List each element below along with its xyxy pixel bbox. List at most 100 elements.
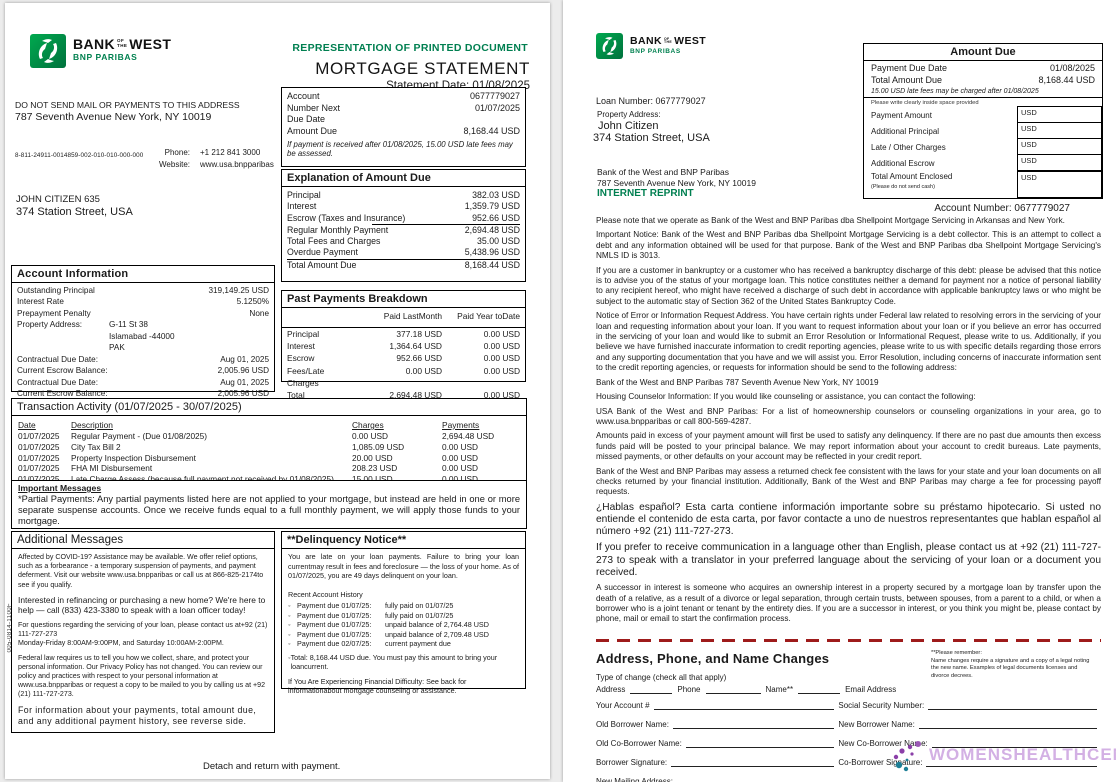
borrower-signature-label: Borrower Signature: (596, 758, 668, 767)
name-change-form: Your Account # Social Security Number: O… (596, 701, 1101, 782)
tx-payments: 0.00 USD (442, 463, 478, 474)
new-mailing-address-field[interactable] (677, 777, 1097, 782)
borrower-signature-field[interactable] (671, 758, 835, 767)
additional-message: For questions regarding the servicing of… (18, 620, 268, 648)
expl-value: 2,694.48 USD (464, 224, 520, 235)
tx-header-date: Date (18, 420, 36, 430)
tx-date: 01/07/2025 (18, 474, 71, 485)
old-borrower-field[interactable] (672, 720, 835, 729)
changes-heading: Address, Phone, and Name Changes (596, 651, 830, 666)
pp-ytd: 0.00 USD (483, 329, 520, 339)
statement-front-page: BANK OF THE WEST BNP PARIBAS REPRESENTATI… (5, 3, 550, 779)
pp-label: Total (287, 389, 305, 400)
important-messages-body: *Partial Payments: Any partial payments … (18, 494, 520, 527)
change-type-options: Address Phone Name** Email Address (596, 685, 916, 694)
mail-barcode-number: 8-811-24911-0014859-002-010-010-000-000 (15, 152, 144, 159)
expl-value: 5,438.96 USD (464, 247, 520, 258)
additional-principal-field[interactable]: USD (1017, 122, 1102, 139)
history-item: ◦ Payment due 01/07/25: fully paid on 01/0… (288, 611, 519, 621)
option-address-blank[interactable] (630, 685, 673, 694)
website-label: Website: (159, 160, 190, 169)
tx-payments: 0.00 USD (442, 452, 478, 463)
pp-ytd: 0.00 USD (483, 389, 520, 400)
watermark-text: WOMENSHEALTHCENTER. (929, 745, 1116, 764)
property-address-label: Property Address: (17, 320, 83, 330)
additional-messages-box: Additional Messages Affected by COVID-19… (11, 531, 275, 733)
option-name-label: Name** (765, 685, 794, 694)
tear-off-dashed-line (596, 639, 1101, 642)
co-borrower-signature-label: Co-Borrower Signature: (838, 758, 923, 767)
ssn-field[interactable] (928, 701, 1097, 710)
property-name: John Citizen (598, 120, 659, 132)
col-paid-last-month: Paid LastMonth (383, 311, 442, 321)
transaction-row: 01/07/2025 City Tax Bill 2 1,085.09 USD 0.0… (12, 442, 526, 453)
account-number-line: Account Number: 0677779027 (934, 203, 1070, 214)
ai-value: 5.1250% (236, 297, 269, 307)
detach-instruction: Detach and return with payment. (203, 761, 341, 772)
logo-word-west: WEST (674, 35, 707, 47)
additional-message: Interested in refinancing or purchasing … (18, 594, 266, 616)
account-info-title: Account Information (12, 266, 274, 283)
your-account-field[interactable] (653, 701, 835, 710)
logo-word-the: THE (663, 40, 673, 45)
bullet-icon: ◦ (288, 610, 291, 620)
acct-label: Amount Due (287, 126, 338, 137)
pp-ytd: 0.00 USD (483, 365, 520, 376)
pp-ytd: 0.00 USD (483, 353, 520, 364)
tx-payments: 0.00 USD (442, 441, 478, 452)
legal-paragraph: Bank of the West and BNP Paribas 787 Sev… (596, 377, 879, 387)
new-borrower-field[interactable] (918, 720, 1097, 729)
history-label: Payment due 01/07/25: (297, 629, 372, 639)
site-watermark: WOMENSHEALTHCENTER. ORG (891, 736, 1116, 774)
ai-value: 2,005.96 USD (217, 366, 269, 376)
tx-desc: Late Charge Assess (because full payment… (71, 474, 352, 485)
payment-amount-label: Payment Amount (871, 110, 932, 120)
acct-value: 8,168.44 USD (463, 126, 520, 137)
bank-logo: BANK OF THE WEST BNP PARIBAS (30, 34, 171, 68)
tx-header-charges: Charges (352, 420, 384, 430)
payment-amount-field[interactable]: USD (1017, 106, 1102, 123)
transaction-row: 01/07/2025Late Charge Assess (because fu… (12, 474, 526, 485)
important-messages-title: Important Messages (18, 483, 102, 493)
recent-account-history-title: Recent Account History (288, 589, 363, 599)
no-cash-note: (Please do not send cash) (871, 184, 935, 190)
ai-value: Aug 01, 2025 (220, 354, 269, 364)
bullet-icon: ◦ (288, 639, 291, 648)
tx-header-payments: Payments (442, 420, 480, 430)
history-value: current payment due (385, 639, 451, 648)
late-other-charges-label: Late / Other Charges (871, 142, 946, 152)
tx-payments: 2,694.48 USD (442, 431, 495, 441)
expl-label: Total Fees and Charges (287, 236, 381, 246)
property-address-line: G-11 St 38 (109, 320, 148, 330)
additional-messages-title: Additional Messages (12, 532, 274, 549)
representation-line: REPRESENTATION OF PRINTED DOCUMENT (292, 42, 528, 54)
history-total-text: Total: 8,168.44 USD due. You must pay th… (290, 652, 498, 672)
pp-label: Interest (287, 341, 315, 352)
form-row: New Mailing Address: (596, 777, 1101, 782)
tx-desc: Regular Payment - (Due 01/08/2025) (71, 431, 208, 441)
coupon-late-fee-note: 15.00 USD late fees may be charged after… (864, 85, 1102, 98)
legal-paragraph: Please note that we operate as Bank of t… (596, 216, 1065, 225)
option-phone-blank[interactable] (705, 685, 761, 694)
old-co-borrower-field[interactable] (685, 739, 835, 748)
your-account-label: Your Account # (596, 701, 650, 710)
co-borrower-signature-field[interactable] (926, 758, 1097, 767)
legal-paragraph: USA Bank of the West and BNP Paribas: Fo… (596, 406, 1101, 426)
option-name-blank[interactable] (798, 685, 841, 694)
expl-label: Regular Monthly Payment (287, 224, 389, 235)
tx-date: 01/07/2025 (18, 452, 60, 463)
additional-escrow-field[interactable]: USD (1017, 154, 1102, 171)
option-phone-label: Phone (677, 685, 701, 694)
legal-paragraph-translation: If you prefer to receive communication i… (596, 542, 1101, 578)
new-co-borrower-field[interactable] (931, 739, 1097, 748)
delinquency-intro: You are late on your loan payments. Fail… (288, 552, 519, 580)
logo-subtitle: BNP PARIBAS (73, 52, 138, 62)
form-row: Borrower Signature: Co-Borrower Signatur… (596, 758, 1101, 767)
total-enclosed-field[interactable]: USD (1017, 171, 1102, 198)
bullet-icon: ◦ (288, 601, 291, 610)
expl-value: 8,168.44 USD (464, 259, 520, 270)
acct-label: Due Date (287, 114, 326, 125)
transaction-title: Transaction Activity (01/07/2025 - 30/07… (12, 399, 526, 416)
tx-charges: 1,085.09 USD (352, 441, 405, 452)
late-other-charges-field[interactable]: USD (1017, 138, 1102, 155)
